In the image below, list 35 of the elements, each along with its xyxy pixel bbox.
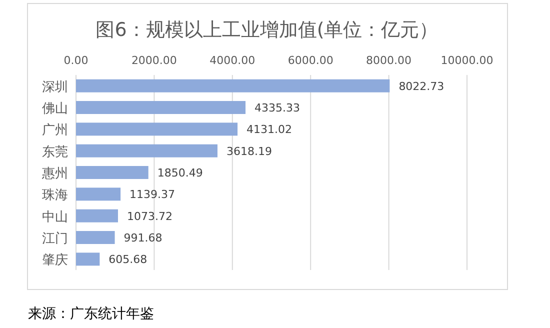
x-tick-label: 10000.00 xyxy=(440,54,494,67)
data-label: 991.68 xyxy=(124,232,162,244)
x-tick-label: 6000.00 xyxy=(288,54,334,67)
y-tick-label: 广州 xyxy=(42,123,68,138)
data-label: 8022.73 xyxy=(398,80,444,93)
y-tick-label: 中山 xyxy=(42,210,68,225)
bar xyxy=(76,122,238,136)
bar xyxy=(76,188,121,201)
bar xyxy=(76,144,218,158)
y-tick-label: 深圳 xyxy=(42,80,68,95)
y-tick-label: 惠州 xyxy=(41,166,68,182)
y-tick-label: 佛山 xyxy=(42,102,68,116)
data-label: 4131.02 xyxy=(246,123,292,136)
data-label: 1139.37 xyxy=(130,188,176,202)
data-label: 605.68 xyxy=(108,253,148,266)
y-tick-label: 东莞 xyxy=(42,144,68,160)
bar xyxy=(76,252,100,266)
source-note: 来源：广东统计年鉴 xyxy=(28,306,154,322)
y-tick-label: 肇庆 xyxy=(42,253,68,268)
data-label: 3618.19 xyxy=(226,144,272,158)
bar xyxy=(76,79,390,92)
chart-title: 图6：规模以上工业增加值(单位：亿元） xyxy=(96,19,438,41)
bar xyxy=(76,209,118,222)
bar xyxy=(76,101,246,114)
x-tick-label: 0.00 xyxy=(64,54,88,67)
x-tick-label: 2000.00 xyxy=(131,54,177,67)
data-label: 4335.33 xyxy=(254,102,300,114)
data-label: 1073.72 xyxy=(126,210,172,223)
x-tick-label: 4000.00 xyxy=(210,54,256,67)
bar xyxy=(76,231,115,244)
y-tick-label: 江门 xyxy=(42,230,68,246)
data-label: 1850.49 xyxy=(157,166,203,180)
x-tick-label: 8000.00 xyxy=(366,54,412,67)
y-tick-label: 珠海 xyxy=(42,188,68,204)
bar xyxy=(76,166,148,179)
